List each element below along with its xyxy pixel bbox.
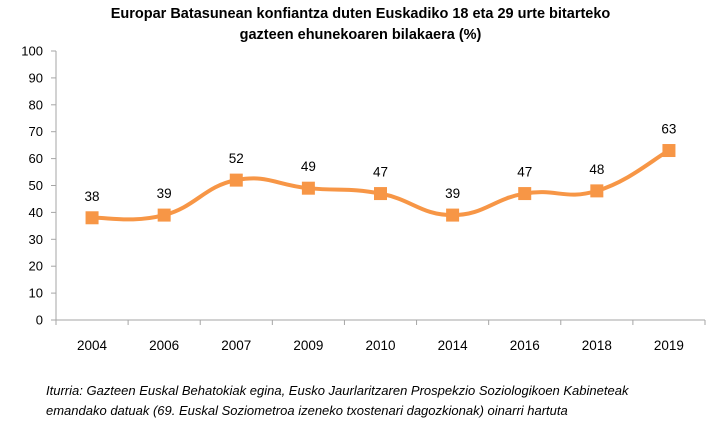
source-note-line-2: emandako datuak (69. Euskal Soziometroa …	[46, 403, 568, 418]
chart-title-line-1: Europar Batasunean konfiantza duten Eusk…	[110, 6, 611, 22]
data-label: 63	[661, 122, 676, 137]
y-tick-label: 10	[29, 286, 43, 301]
source-note-line-1: Iturria: Gazteen Euskal Behatokiak egina…	[46, 383, 629, 398]
data-point-marker	[301, 181, 315, 195]
y-tick-label: 50	[29, 178, 43, 193]
data-point-marker	[229, 173, 243, 187]
y-tick-label: 20	[29, 259, 43, 274]
data-point-marker	[157, 208, 171, 222]
x-tick-label: 2007	[221, 338, 251, 353]
data-label: 52	[229, 151, 244, 166]
y-tick-label: 90	[29, 70, 43, 85]
x-tick-label: 2014	[438, 338, 469, 353]
data-label: 47	[517, 165, 532, 180]
chart-title-line-2: gazteen ehunekoaren bilakaera (%)	[239, 27, 482, 43]
y-tick-label: 0	[36, 313, 43, 328]
y-tick-label: 100	[21, 44, 43, 59]
data-point-marker	[85, 211, 99, 225]
data-point-marker	[662, 144, 676, 158]
y-tick-label: 60	[29, 151, 43, 166]
data-point-marker	[590, 184, 604, 198]
y-tick-label: 40	[29, 205, 43, 220]
data-label: 49	[301, 159, 316, 174]
data-label: 48	[589, 162, 604, 177]
x-tick-label: 2004	[77, 338, 108, 353]
y-tick-label: 70	[29, 124, 43, 139]
x-tick-label: 2009	[293, 338, 323, 353]
series-line	[90, 148, 671, 222]
x-tick-label: 2016	[510, 338, 540, 353]
data-label: 39	[157, 186, 172, 201]
data-label: 38	[85, 189, 100, 204]
data-point-marker	[374, 187, 387, 201]
data-label: 47	[373, 165, 388, 180]
data-point-marker	[518, 187, 532, 201]
data-label: 39	[445, 186, 460, 201]
x-tick-label: 2018	[582, 338, 612, 353]
data-point-marker	[446, 208, 460, 222]
x-tick-label: 2019	[654, 338, 684, 353]
chart-title: Europar Batasunean konfiantza duten Eusk…	[0, 4, 721, 46]
x-tick-label: 2010	[365, 338, 395, 353]
y-tick-label: 30	[29, 232, 43, 247]
source-note: Iturria: Gazteen Euskal Behatokiak egina…	[46, 381, 716, 421]
y-tick-label: 80	[29, 97, 43, 112]
x-tick-label: 2006	[149, 338, 179, 353]
